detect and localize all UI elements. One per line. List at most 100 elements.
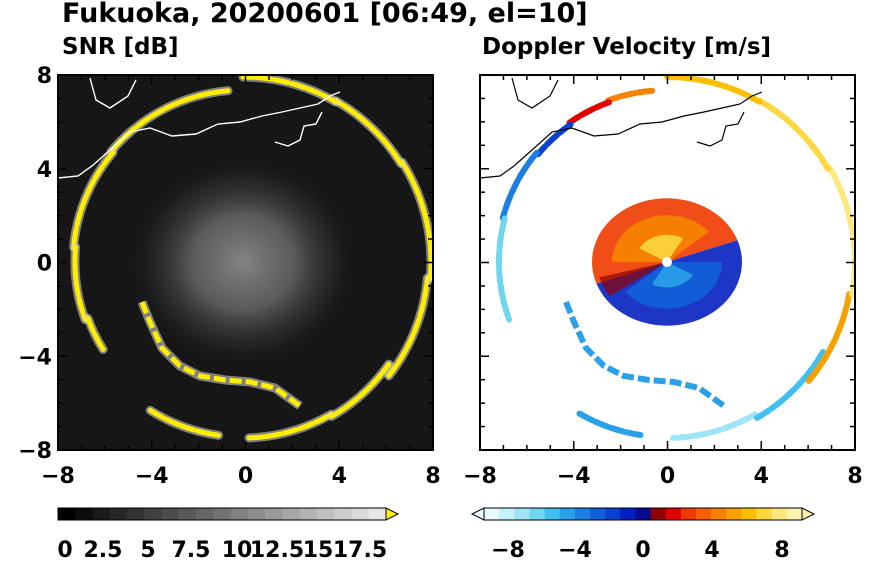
colorbar-swatch — [650, 508, 667, 520]
colorbar-swatch — [299, 508, 318, 520]
x-tick-label: 4 — [754, 464, 769, 489]
colorbar-extend-arrow — [470, 507, 485, 521]
colorbar-swatch — [334, 508, 352, 520]
colorbar-extend-arrow — [385, 507, 400, 521]
colorbar-swatch — [620, 508, 636, 520]
colorbar-swatch — [559, 508, 576, 520]
colorbar-tick-label: 8 — [774, 538, 789, 563]
x-tick-label: 8 — [425, 464, 440, 489]
colorbar-frame — [57, 507, 387, 521]
colorbar-swatch — [178, 508, 197, 520]
colorbar-swatch — [368, 508, 387, 520]
x-tick-label: −8 — [463, 464, 497, 489]
colorbar-tick-label: −4 — [558, 538, 592, 563]
colorbar-swatch — [351, 508, 370, 520]
colorbar-swatch — [635, 508, 652, 520]
colorbar-tick-label: 4 — [704, 538, 719, 563]
colorbar-tick-label: 10 — [222, 538, 253, 563]
colorbar-swatch — [265, 508, 283, 520]
snr-panel-title: SNR [dB] — [62, 34, 179, 60]
colorbar-swatch — [161, 508, 180, 520]
colorbar-swatch — [680, 508, 697, 520]
velocity-coastline — [480, 77, 763, 179]
colorbar-swatch — [665, 508, 682, 520]
colorbar-tick-label: 17.5 — [333, 538, 387, 563]
velocity-echo-arc — [670, 411, 758, 441]
snr-echo-arc — [246, 411, 334, 441]
y-tick-label: 0 — [37, 252, 52, 277]
velocity-echo-arc — [576, 410, 646, 439]
velocity-echo-arc — [664, 75, 763, 105]
velocity-echo-arc — [805, 291, 853, 384]
colorbar-tick-label: 0 — [635, 538, 650, 563]
snr-coastline — [58, 77, 341, 179]
y-tick-label: −8 — [18, 439, 52, 464]
velocity-panel-title: Doppler Velocity [m/s] — [482, 34, 772, 60]
velocity-echo-arc — [499, 149, 540, 221]
x-tick-label: 8 — [847, 464, 862, 489]
colorbar-swatch — [230, 508, 249, 520]
colorbar-swatch — [574, 508, 591, 520]
colorbar-swatch — [590, 508, 606, 520]
colorbar-frame — [483, 507, 803, 521]
colorbar-swatch — [58, 508, 76, 520]
colorbar-swatch — [771, 508, 788, 520]
colorbar-extend-arrow — [801, 507, 816, 521]
colorbar-swatch — [196, 508, 214, 520]
velocity-panel — [479, 74, 856, 451]
colorbar-swatch — [109, 508, 128, 520]
y-tick-label: 8 — [37, 64, 52, 89]
snr-echo-arc — [399, 159, 433, 281]
colorbar-swatch — [316, 508, 335, 520]
x-tick-label: 0 — [238, 464, 253, 489]
colorbar-swatch — [282, 508, 301, 520]
colorbar-swatch — [484, 508, 500, 520]
colorbar-swatch — [144, 508, 163, 520]
snr-echo-arc — [139, 301, 302, 409]
colorbar-swatch — [786, 508, 803, 520]
colorbar-swatch — [75, 508, 94, 520]
colorbar-tick-label: 5 — [140, 538, 155, 563]
y-tick-label: −4 — [18, 345, 52, 370]
snr-echo-arc — [329, 361, 392, 419]
colorbar-swatch — [741, 508, 758, 520]
snr-echo-arc — [333, 98, 404, 166]
velocity-echo-arc — [757, 97, 832, 172]
colorbar-swatch — [605, 508, 621, 520]
figure-title: Fukuoka, 20200601 [06:49, el=10] — [62, 0, 588, 29]
colorbar-swatch — [711, 508, 727, 520]
velocity-core-sector — [652, 262, 693, 288]
velocity-echo-arc — [495, 215, 513, 323]
x-tick-label: 0 — [660, 464, 675, 489]
snr-panel — [57, 74, 434, 451]
colorbar-tick-label: 0 — [57, 538, 72, 563]
colorbar-swatch — [529, 508, 546, 520]
y-tick-label: 4 — [37, 158, 52, 183]
colorbar-swatch — [726, 508, 742, 520]
x-tick-label: −4 — [135, 464, 169, 489]
snr-echo-arc — [85, 315, 106, 352]
velocity-core-sector — [599, 262, 667, 297]
colorbar-tick-label: 2.5 — [84, 538, 123, 563]
colorbar-swatch — [544, 508, 561, 520]
colorbar-tick-label: 7.5 — [172, 538, 211, 563]
x-tick-label: 4 — [332, 464, 347, 489]
colorbar-tick-label: −8 — [491, 538, 525, 563]
colorbar-swatch — [696, 508, 712, 520]
colorbar-swatch — [92, 508, 111, 520]
snr-echo-arc — [386, 275, 430, 379]
snr-echo-arc — [72, 244, 88, 322]
colorbar-swatch — [499, 508, 515, 520]
colorbar-swatch — [127, 508, 145, 520]
colorbar-swatch — [213, 508, 232, 520]
velocity-echo-arc — [754, 349, 826, 421]
colorbar-swatch — [247, 508, 266, 520]
colorbar-tick-label: 15 — [303, 538, 334, 563]
snr-echo-arc — [71, 150, 116, 250]
snr-echo-arc — [147, 407, 222, 438]
colorbar-swatch — [514, 508, 530, 520]
x-tick-label: −4 — [557, 464, 591, 489]
